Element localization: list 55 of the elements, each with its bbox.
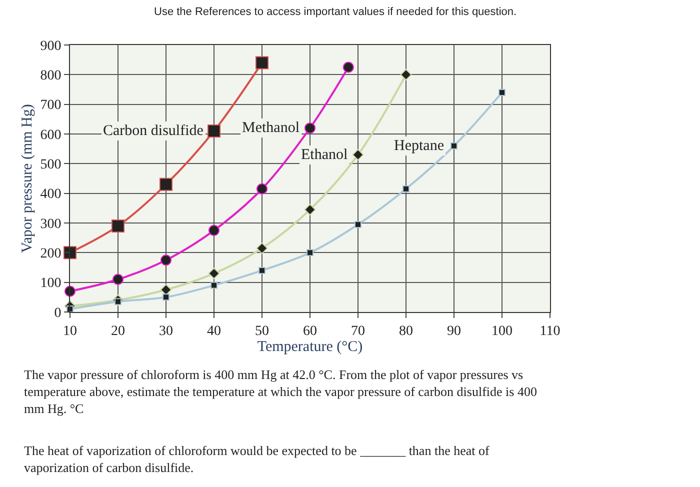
x-tick-label: 10 — [63, 324, 77, 339]
y-axis-title: Vapor pressure (mm Hg) — [19, 104, 36, 253]
x-tick-label: 100 — [492, 324, 512, 339]
point — [304, 122, 316, 134]
x-tick-label: 20 — [111, 324, 125, 339]
series-label: Heptane — [394, 138, 444, 154]
point — [160, 284, 172, 296]
y-tick-label: 100 — [40, 276, 62, 292]
point — [342, 62, 354, 73]
y-tick-label: 500 — [40, 158, 62, 173]
y-tick-label: 900 — [40, 38, 62, 54]
point — [162, 294, 170, 301]
y-tick-label: 300 — [40, 216, 62, 232]
point — [258, 266, 266, 274]
y-tick-label: 600 — [40, 128, 62, 143]
point — [306, 249, 314, 256]
series-label: Carbon disulfide — [103, 123, 204, 139]
series-label: Methanol — [242, 120, 300, 136]
point — [112, 274, 124, 285]
point — [256, 242, 268, 254]
text: The heat of vaporization of chloroform would be expected to be _______ than the heat of vaporization of carbon disulfide. — [24, 443, 490, 475]
point — [208, 124, 220, 138]
point — [354, 220, 362, 228]
x-tick-label: 30 — [159, 324, 173, 339]
text: The vapor pressure of chloroform is 400 mm Hg at 42.0 °C. From the plot of vapor pressures vs temperature above, estimate the temperature at which the vapor pressure of carbon disulfide is 400 mm Hg. °C — [24, 367, 537, 416]
x-tick-label: 80 — [399, 324, 413, 339]
point — [112, 219, 124, 232]
x-tick-label: 70 — [351, 324, 365, 339]
point — [256, 183, 268, 194]
point — [400, 68, 412, 80]
point — [208, 268, 220, 280]
x-tick-label: 50 — [255, 324, 269, 339]
point — [352, 149, 364, 160]
y-tick-label: 200 — [40, 246, 62, 262]
series-label: Ethanol — [301, 147, 348, 163]
point — [450, 142, 458, 150]
point — [304, 204, 316, 216]
point — [256, 56, 268, 70]
point — [402, 185, 410, 192]
point — [64, 246, 76, 260]
x-tick-label: 110 — [540, 324, 560, 339]
x-tick-label: 40 — [207, 324, 221, 339]
x-tick-label: 60 — [303, 324, 317, 339]
y-tick-label: 800 — [40, 68, 62, 84]
x-tick-label: 90 — [447, 324, 461, 339]
point — [208, 224, 220, 236]
y-tick-label: 0 — [54, 306, 62, 321]
chart-title: Use the References to access important values if needed for this question. — [154, 6, 517, 18]
x-axis-title: Temperature (°C) — [257, 338, 363, 355]
point — [210, 282, 218, 289]
point — [160, 178, 172, 191]
point — [160, 254, 172, 266]
y-tick-label: 700 — [40, 98, 62, 114]
point — [498, 88, 506, 96]
y-tick-label: 400 — [40, 187, 62, 202]
